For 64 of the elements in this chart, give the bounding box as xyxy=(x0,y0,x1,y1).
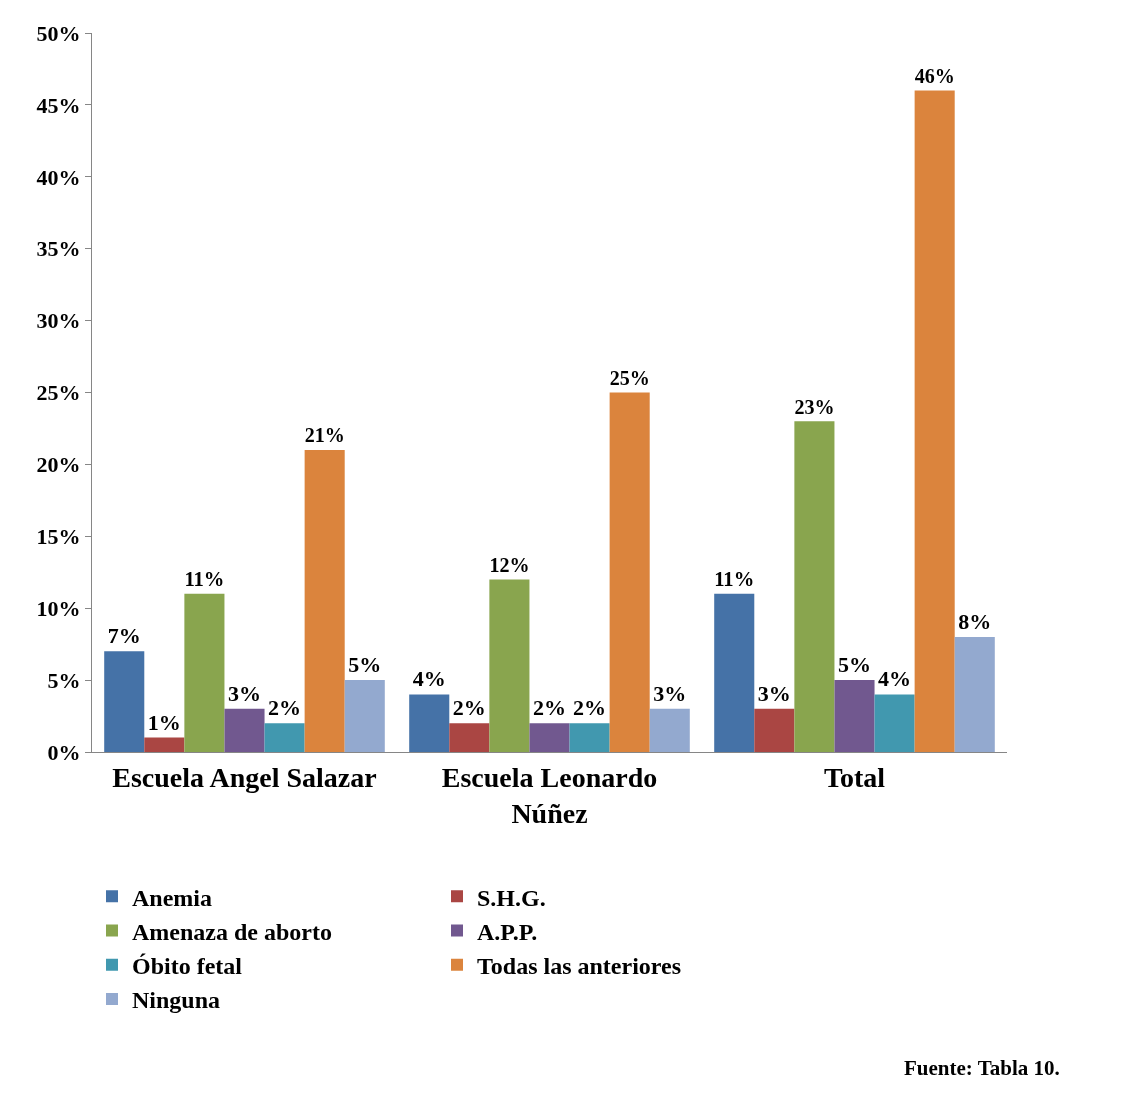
x-tick-label: Escuela Angel Salazar xyxy=(112,761,377,793)
bar xyxy=(609,392,650,752)
data-label: 5% xyxy=(838,652,871,678)
data-label: 4% xyxy=(878,666,912,692)
bar xyxy=(104,651,145,752)
data-label: 46% xyxy=(914,64,955,87)
data-label: 11% xyxy=(714,568,755,591)
legend-label: Todas las anteriores xyxy=(477,953,682,980)
source-note: Fuente: Tabla 10. xyxy=(904,1056,1060,1080)
data-label: 1% xyxy=(147,709,181,735)
bar xyxy=(344,680,385,752)
data-label: 2% xyxy=(573,695,607,721)
y-tick-label: 35% xyxy=(36,236,81,262)
data-label: 2% xyxy=(533,695,566,721)
data-label: 7% xyxy=(107,623,141,649)
legend-label: Óbito fetal xyxy=(132,953,243,980)
bar xyxy=(874,694,915,752)
legend-label: Amenaza de aborto xyxy=(132,918,332,945)
legend-label: Anemia xyxy=(132,884,212,911)
bar xyxy=(834,680,875,752)
bar xyxy=(144,737,185,752)
data-label: 2% xyxy=(268,695,302,721)
data-label: 25% xyxy=(609,366,650,389)
y-tick-label: 45% xyxy=(36,92,81,118)
y-tick-label: 10% xyxy=(36,595,81,621)
bar xyxy=(449,723,490,752)
bar xyxy=(754,708,795,752)
bar xyxy=(529,723,570,752)
data-label: 21% xyxy=(304,424,345,447)
bar xyxy=(569,723,610,752)
y-tick-label: 20% xyxy=(36,452,81,478)
y-tick-label: 0% xyxy=(47,739,81,765)
data-label: 4% xyxy=(412,666,446,692)
x-tick-label: Total xyxy=(823,761,886,793)
bar xyxy=(794,421,835,752)
data-label: 2% xyxy=(452,695,486,721)
data-label: 23% xyxy=(794,395,835,418)
bar xyxy=(409,694,450,752)
legend-label: Ninguna xyxy=(132,987,221,1014)
bar xyxy=(304,450,345,752)
data-label: 3% xyxy=(757,680,791,706)
legend-label: A.P.P. xyxy=(477,918,538,945)
y-tick-label: 5% xyxy=(47,667,81,693)
y-tick-label: 30% xyxy=(36,308,81,334)
y-tick-label: 15% xyxy=(36,524,81,549)
y-tick-label: 25% xyxy=(36,380,81,406)
bar xyxy=(649,708,690,752)
y-tick-label: 40% xyxy=(36,164,81,190)
bar xyxy=(914,90,955,752)
data-label: 12% xyxy=(489,553,530,576)
data-label: 5% xyxy=(348,652,382,678)
data-label: 8% xyxy=(958,608,992,634)
bar xyxy=(224,708,265,752)
data-label: 3% xyxy=(653,680,687,706)
bar xyxy=(264,723,305,752)
bar xyxy=(714,593,755,752)
y-tick-label: 50% xyxy=(36,20,81,46)
data-label: 11% xyxy=(184,568,225,591)
bar xyxy=(184,593,225,752)
legend-label: S.H.G. xyxy=(477,884,546,911)
x-tick-label: Escuela Leonardo Núñez xyxy=(441,761,658,829)
data-label: 3% xyxy=(228,680,261,706)
bar xyxy=(489,579,530,752)
bar xyxy=(954,636,995,752)
